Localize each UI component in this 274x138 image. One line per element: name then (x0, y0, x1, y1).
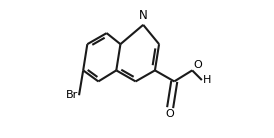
Text: O: O (193, 60, 202, 70)
Text: Br: Br (66, 90, 78, 100)
Text: O: O (166, 109, 175, 119)
Text: H: H (203, 75, 211, 85)
Text: N: N (139, 9, 148, 22)
